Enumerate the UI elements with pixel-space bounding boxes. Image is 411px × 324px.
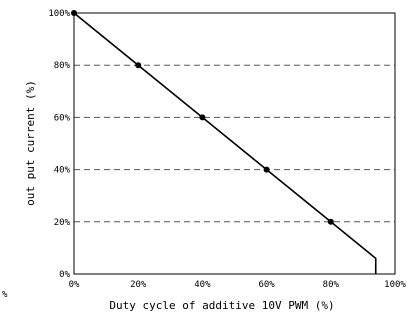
stray-percent-label: % xyxy=(2,290,8,300)
series-group xyxy=(71,10,377,274)
data-point xyxy=(199,114,206,121)
y-tick-label: 20% xyxy=(54,218,71,228)
x-tick-label: 60% xyxy=(258,280,275,290)
y-tick-label: 0% xyxy=(59,270,70,280)
y-tick-label: 100% xyxy=(48,9,70,19)
y-tick-label: 40% xyxy=(54,166,71,176)
x-axis-ticks: 0% 20% 40% 60% 80% 100% xyxy=(69,280,407,290)
data-point xyxy=(263,166,270,173)
x-tick-label: 100% xyxy=(384,280,406,290)
data-point xyxy=(71,10,77,16)
grid-lines xyxy=(74,64,395,223)
x-tick-label: 80% xyxy=(323,280,340,290)
data-point xyxy=(135,62,142,69)
y-axis-ticks: 0% 20% 40% 60% 80% 100% xyxy=(48,9,70,280)
data-point xyxy=(327,218,334,225)
y-tick-label: 60% xyxy=(54,113,71,123)
plot-frame xyxy=(73,12,396,275)
x-tick-label: 40% xyxy=(194,280,211,290)
y-axis-label: out put current (%) xyxy=(24,80,37,206)
y-tick-label: 80% xyxy=(54,61,71,71)
x-tick-label: 0% xyxy=(69,280,80,290)
series-line xyxy=(73,12,377,274)
x-axis-label: Duty cycle of additive 10V PWM (%) xyxy=(109,299,334,312)
x-tick-label: 20% xyxy=(130,280,147,290)
